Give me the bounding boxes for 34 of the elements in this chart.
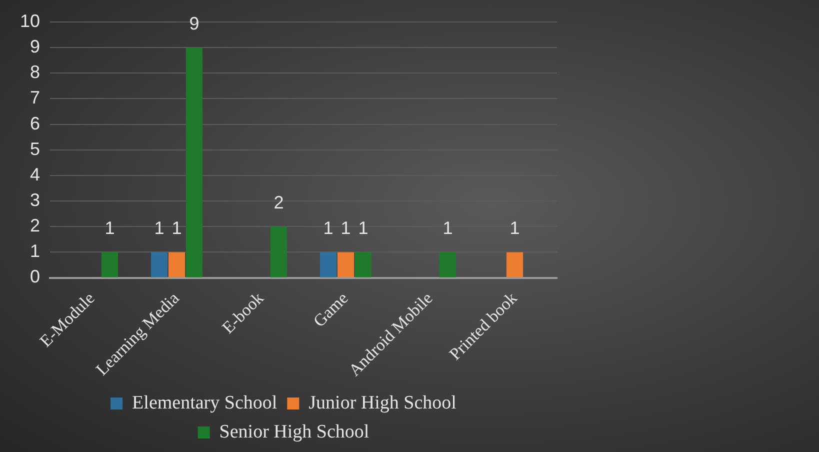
legend-label: Elementary School xyxy=(132,392,278,414)
data-label: 1 xyxy=(172,218,182,238)
data-label: 1 xyxy=(104,218,115,238)
y-tick-label: 5 xyxy=(30,138,40,159)
bar xyxy=(151,252,168,278)
bar xyxy=(186,48,203,278)
data-label: 1 xyxy=(340,218,351,238)
y-tick-label: 6 xyxy=(30,113,40,134)
data-label: 1 xyxy=(442,218,453,238)
bar xyxy=(337,252,354,278)
y-tick-label: 3 xyxy=(30,190,40,210)
y-tick-label: 1 xyxy=(30,241,40,262)
y-tick-label: 9 xyxy=(30,36,40,57)
y-tick-label: 8 xyxy=(30,62,40,82)
data-label: 9 xyxy=(189,14,200,34)
bar xyxy=(168,252,186,278)
y-tick-label: 10 xyxy=(20,10,40,31)
data-label: 1 xyxy=(358,218,368,238)
data-label: 1 xyxy=(154,218,164,238)
bar xyxy=(506,252,524,278)
y-tick-label: 0 xyxy=(30,266,40,287)
legend-label: Junior High School xyxy=(308,392,456,414)
legend-label: Senior High School xyxy=(219,421,370,442)
data-label: 1 xyxy=(323,218,334,238)
bar xyxy=(439,252,456,278)
data-label: 2 xyxy=(274,192,284,213)
bar xyxy=(101,252,118,278)
y-tick-label: 2 xyxy=(30,216,40,236)
bar xyxy=(320,252,337,278)
y-tick-label: 7 xyxy=(30,88,40,108)
bar xyxy=(270,226,288,278)
y-tick-label: 4 xyxy=(30,164,40,184)
bar xyxy=(354,252,372,278)
data-label: 1 xyxy=(510,218,520,238)
